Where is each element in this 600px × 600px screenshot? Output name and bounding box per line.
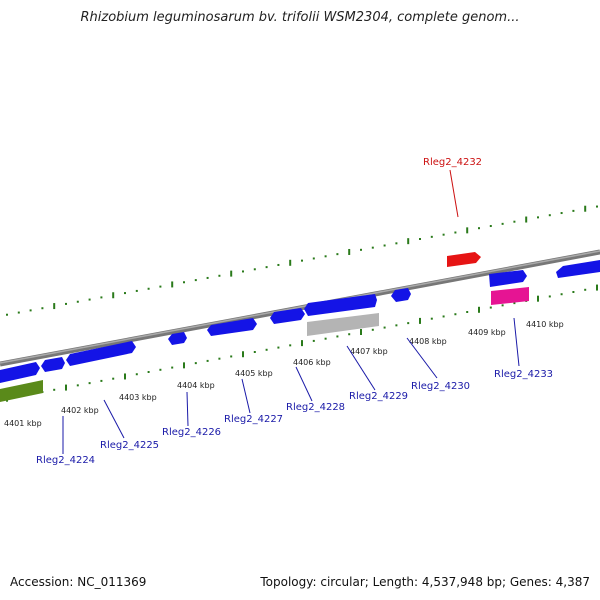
label-leader-lines: [62, 169, 520, 454]
gene-features: [0, 252, 600, 402]
gene-label-rleg2-4230[interactable]: Rleg2_4230: [411, 381, 470, 392]
gene-feature-blue[interactable]: [489, 270, 527, 287]
gene-feature-blue[interactable]: [168, 332, 187, 345]
gene-feature-blue[interactable]: [391, 288, 411, 302]
gene-label-rleg2-4227[interactable]: Rleg2_4227: [224, 414, 283, 425]
map-title: Rhizobium leguminosarum bv. trifolii WSM…: [80, 10, 520, 25]
gene-feature-4224[interactable]: [41, 357, 65, 372]
gene-label-rleg2-4229[interactable]: Rleg2_4229: [349, 391, 408, 402]
tick-label: 4402 kbp: [61, 406, 99, 415]
tick-label: 4409 kbp: [468, 328, 506, 337]
tick-label: 4410 kbp: [526, 320, 564, 329]
gene-label-rleg2-4226[interactable]: Rleg2_4226: [162, 427, 221, 438]
gene-feature-blue[interactable]: [0, 362, 40, 383]
gene-feature-4233[interactable]: [491, 287, 529, 305]
tick-label: 4406 kbp: [293, 358, 331, 367]
tick-label: 4401 kbp: [4, 419, 42, 428]
gene-feature-4225[interactable]: [66, 341, 136, 366]
gene-feature-blue[interactable]: [304, 294, 377, 316]
gene-label-rleg2-4225[interactable]: Rleg2_4225: [100, 440, 159, 451]
tick-label: 4405 kbp: [235, 369, 273, 378]
gene-label-rleg2-4232[interactable]: Rleg2_4232: [423, 157, 482, 168]
gene-label-rleg2-4224[interactable]: Rleg2_4224: [36, 455, 95, 466]
gene-feature-blue[interactable]: [270, 308, 305, 324]
tick-label: 4404 kbp: [177, 381, 215, 390]
gene-label-rleg2-4228[interactable]: Rleg2_4228: [286, 402, 345, 413]
gene-feature-4229[interactable]: [307, 313, 379, 336]
gene-feature-blue[interactable]: [556, 260, 600, 278]
tick-label: 4403 kbp: [119, 393, 157, 402]
tick-label: 4408 kbp: [409, 337, 447, 346]
tick-label: 4407 kbp: [350, 347, 388, 356]
gene-label-rleg2-4233[interactable]: Rleg2_4233: [494, 369, 553, 380]
genome-backbone: [0, 249, 600, 367]
gene-feature-blue[interactable]: [207, 318, 257, 336]
lower-tick-ruler: [6, 284, 598, 402]
genome-summary-text: Topology: circular; Length: 4,537,948 bp…: [260, 575, 590, 589]
gene-labels: Rleg2_4224 Rleg2_4225 Rleg2_4226 Rleg2_4…: [36, 157, 553, 466]
gene-feature-4232[interactable]: [447, 252, 481, 267]
gene-feature-green[interactable]: [0, 380, 43, 402]
genome-backbone-highlight: [0, 250, 600, 364]
tick-labels: 4401 kbp 4402 kbp 4403 kbp 4404 kbp 4405…: [4, 320, 564, 428]
upper-tick-ruler: [6, 205, 598, 316]
accession-text: Accession: NC_011369: [10, 575, 147, 589]
